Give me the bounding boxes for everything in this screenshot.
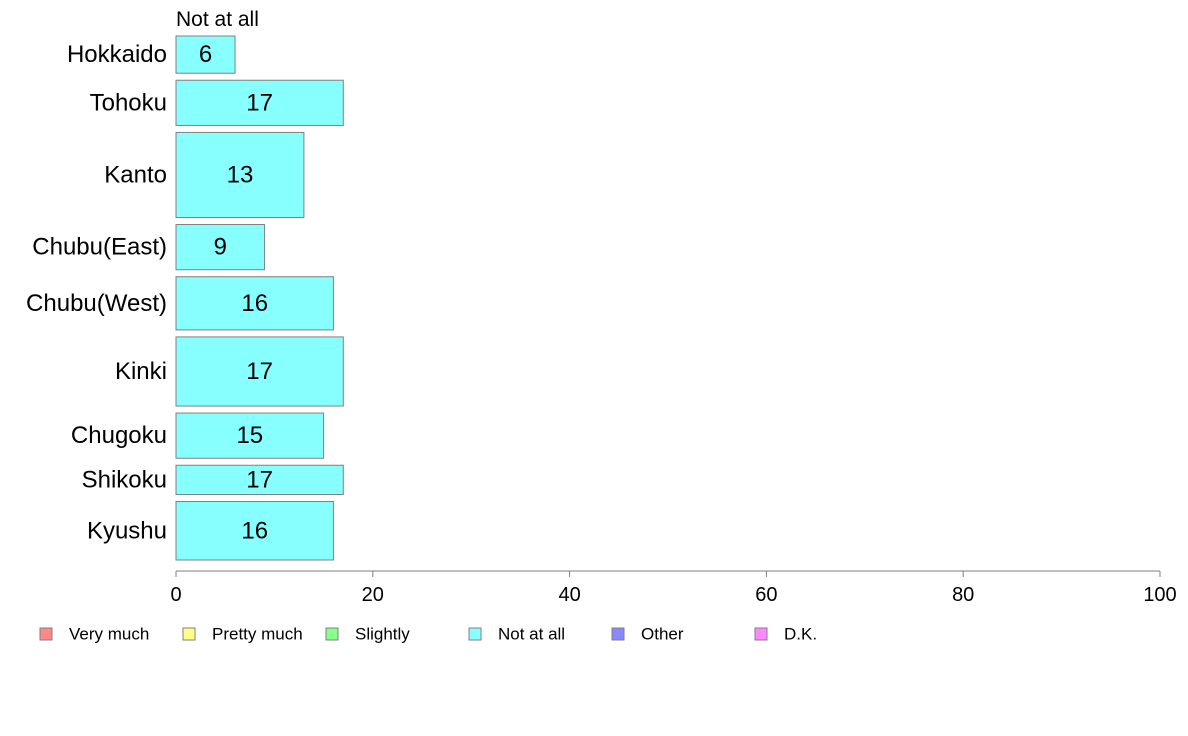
category-label: Kanto [104, 161, 167, 188]
bar-value-label: 17 [246, 358, 273, 385]
category-label: Chubu(West) [26, 290, 167, 317]
category-label: Chugoku [71, 422, 167, 449]
legend-label: Pretty much [212, 625, 303, 644]
bar-value-label: 16 [241, 290, 268, 317]
bar-value-label: 6 [199, 41, 212, 68]
bar [175, 224, 266, 271]
bar-value-label: 17 [246, 89, 273, 116]
legend-label: Slightly [355, 625, 410, 644]
legend-label: Very much [69, 625, 149, 644]
legend-swatch [754, 627, 768, 641]
bar [175, 131, 305, 219]
category-label: Tohoku [90, 89, 167, 116]
x-tick-label: 0 [170, 584, 181, 606]
category-label: Shikoku [82, 466, 167, 493]
category-label: Kyushu [87, 517, 167, 544]
legend-swatch [468, 627, 482, 641]
legend-swatch [611, 627, 625, 641]
bar-value-label: 15 [236, 422, 263, 449]
bar [175, 464, 344, 495]
legend-label: Other [641, 625, 684, 644]
legend: Very much Pretty much Slightly Not at all Ot… [39, 625, 817, 644]
category-label: Chubu(East) [32, 234, 167, 261]
legend-label: D.K. [784, 625, 817, 644]
category-label: Kinki [115, 358, 167, 385]
x-tick-label: 100 [1143, 584, 1176, 606]
x-tick-label: 60 [755, 584, 777, 606]
bar-value-label: 9 [214, 234, 227, 261]
bar-value-label: 13 [227, 161, 254, 188]
category-label: Hokkaido [67, 41, 167, 68]
x-tick-label: 80 [952, 584, 974, 606]
bar [175, 501, 334, 561]
bar [175, 79, 344, 126]
x-axis: 0 20 40 60 80 100 [170, 570, 1177, 606]
chart-title: Not at all [176, 8, 259, 31]
x-tick-label: 40 [558, 584, 580, 606]
legend-swatch [39, 627, 53, 641]
bar [175, 35, 236, 74]
bar [175, 412, 325, 459]
bar [175, 336, 344, 407]
legend-swatch [325, 627, 339, 641]
legend-label: Not at all [498, 625, 565, 644]
bar-group: 6 Hokkaido 17 Tohoku 13 Kanto 9 Chubu(East) 16 Ch… [26, 35, 344, 561]
legend-swatch [182, 627, 196, 641]
x-tick-label: 20 [362, 584, 384, 606]
bar-value-label: 16 [241, 517, 268, 544]
bar-value-label: 17 [246, 466, 273, 493]
bar [175, 276, 334, 331]
